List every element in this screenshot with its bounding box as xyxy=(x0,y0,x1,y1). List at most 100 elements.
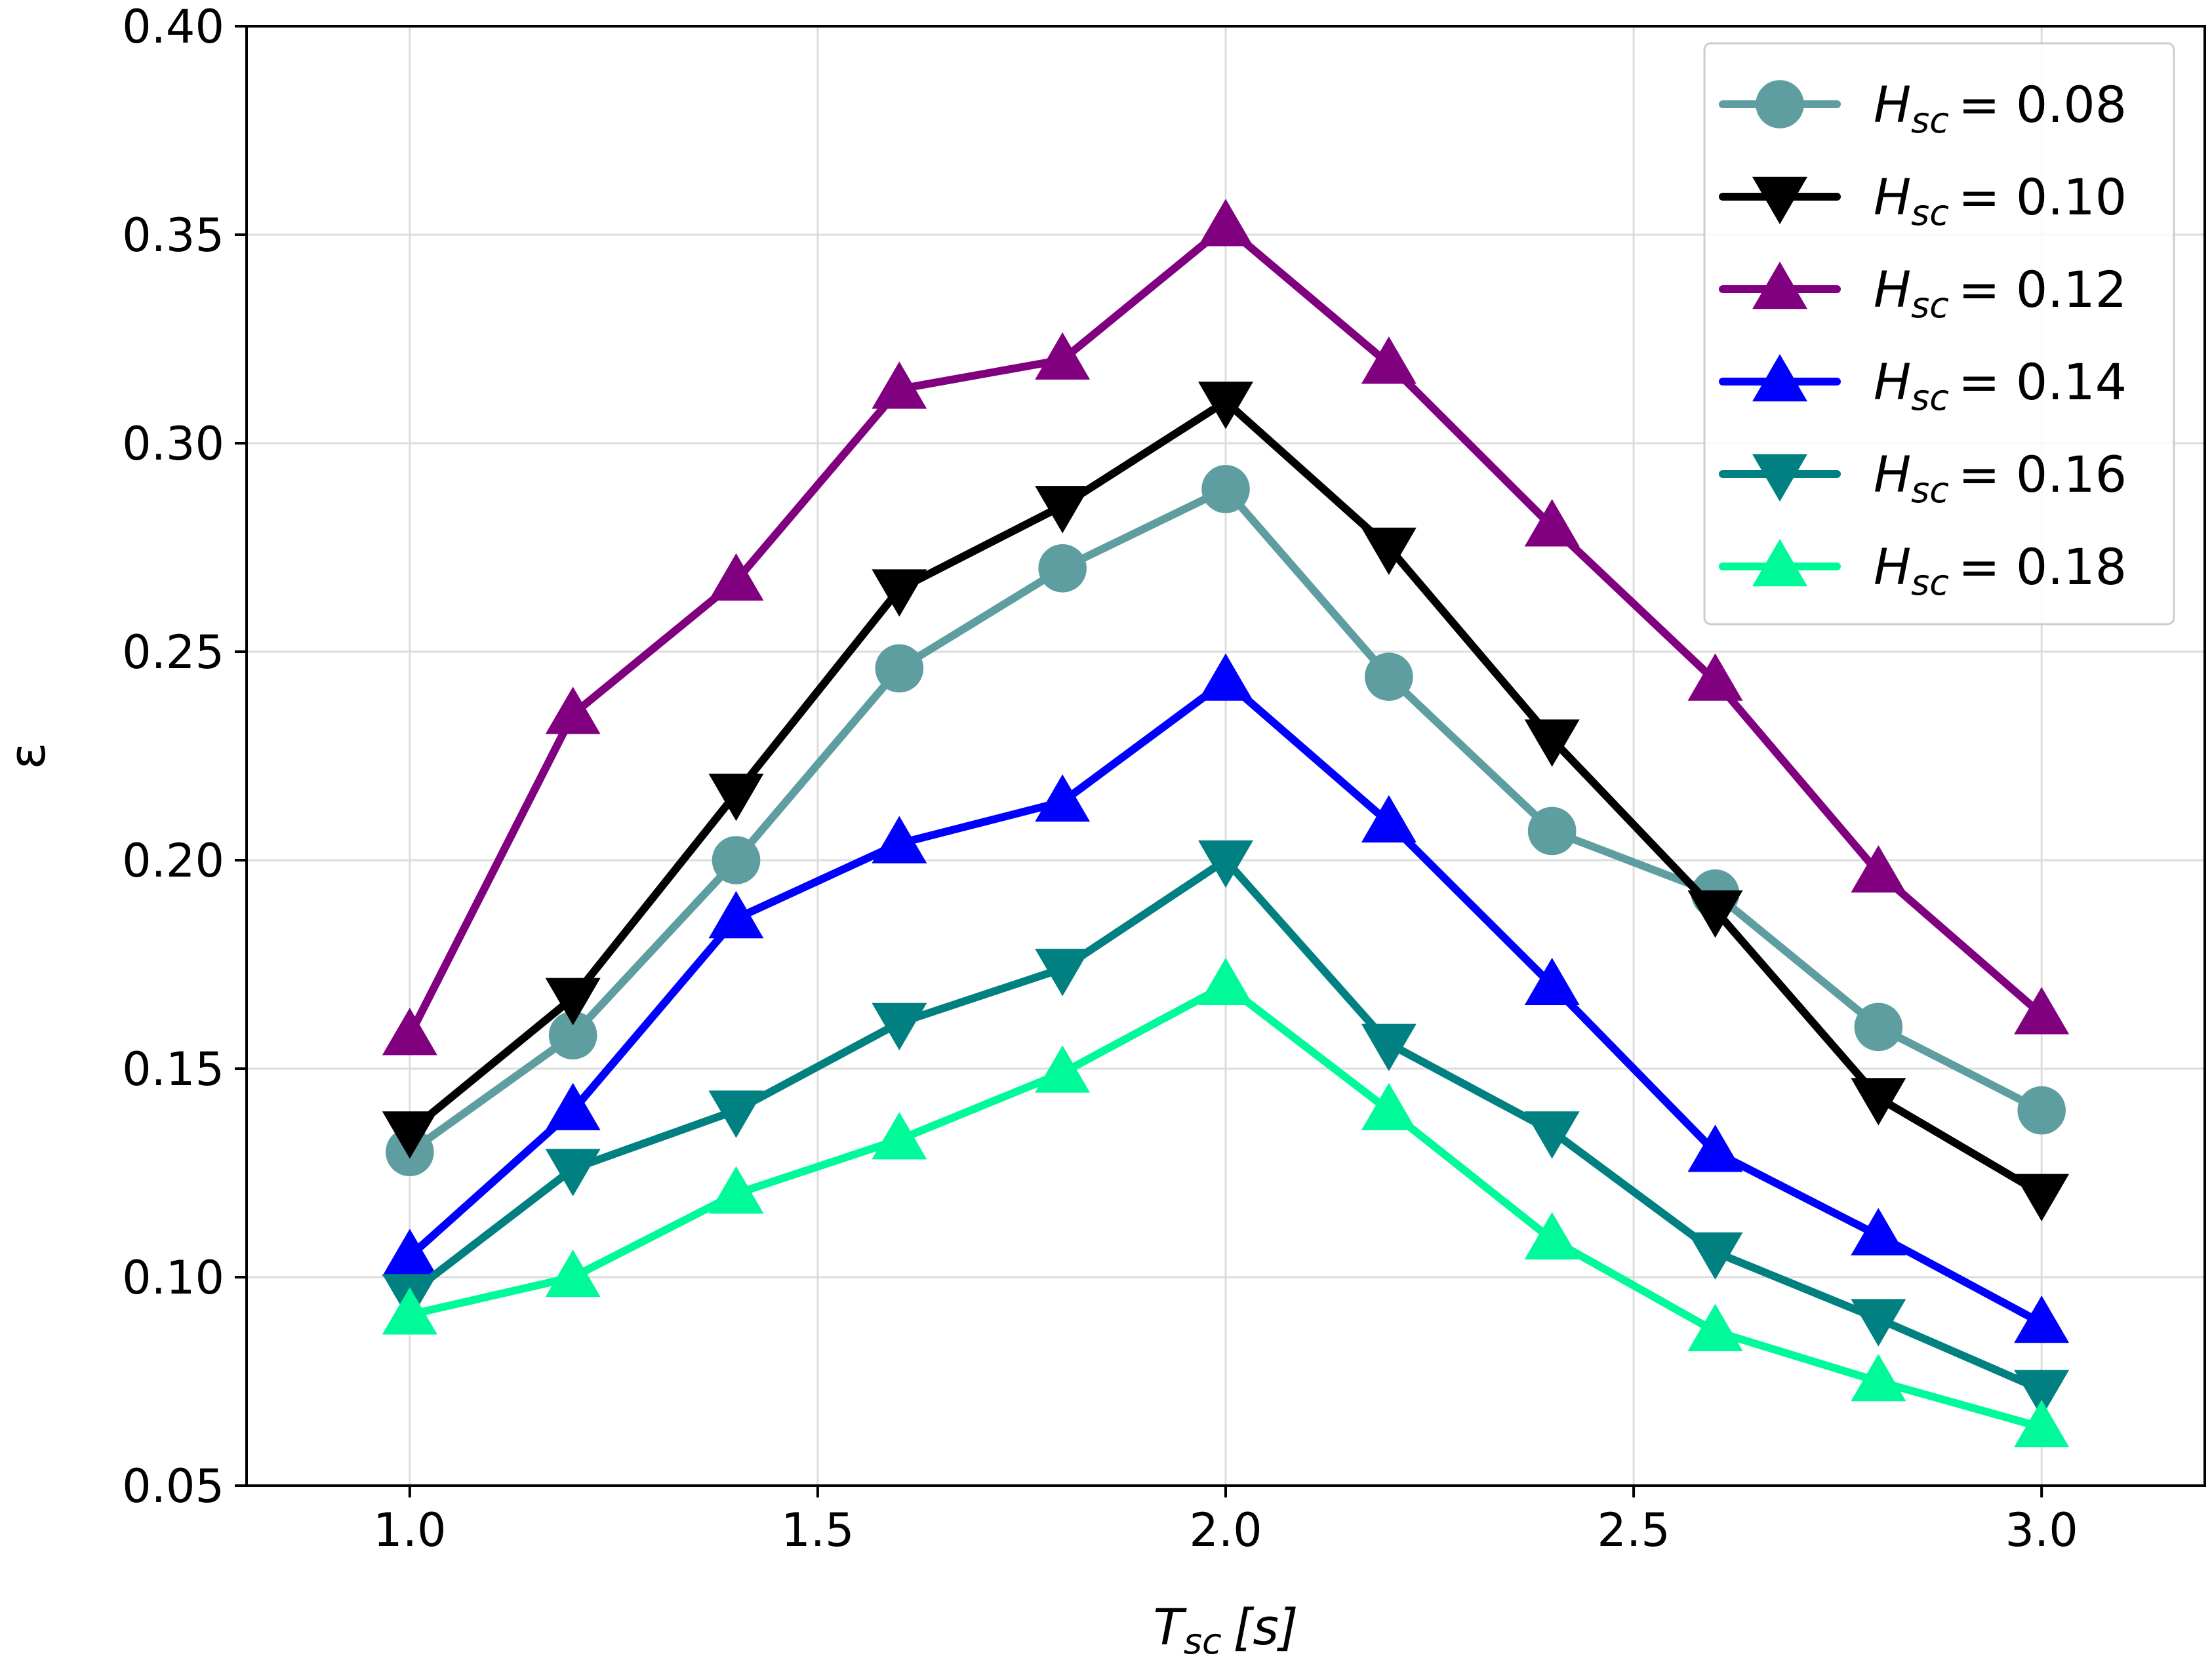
data-point xyxy=(1687,1124,1743,1172)
data-point xyxy=(1198,840,1253,888)
y-tick-label: 0.40 xyxy=(122,0,224,54)
legend-label-main: H xyxy=(1874,75,1911,134)
data-point xyxy=(708,553,764,601)
y-tick-label: 0.25 xyxy=(122,625,224,679)
data-point xyxy=(1035,486,1091,534)
data-point xyxy=(708,891,764,939)
data-point xyxy=(2014,1174,2070,1221)
data-point xyxy=(1361,1082,1417,1130)
legend-label-main: H xyxy=(1874,445,1911,504)
legend-marker xyxy=(1756,80,1804,129)
legend-label-value: = 0.12 xyxy=(1958,260,2127,319)
x-axis-label-main: T xyxy=(1153,1598,1187,1656)
legend-label-subscript: sc xyxy=(1911,377,1949,418)
data-point xyxy=(1035,949,1091,997)
data-point xyxy=(1365,652,1413,701)
series-2 xyxy=(382,382,2070,1221)
data-point xyxy=(1687,653,1743,701)
x-axis-label: Tsc [s] xyxy=(1153,1598,1298,1662)
legend-label: Hsc = 0.10 xyxy=(1874,168,2127,233)
legend-label-value: = 0.18 xyxy=(1958,538,2127,596)
legend-label-main: H xyxy=(1874,260,1911,319)
data-point xyxy=(1687,890,1743,938)
data-point xyxy=(1035,332,1091,380)
legend-label-value: = 0.10 xyxy=(1958,168,2127,226)
data-point xyxy=(1854,1002,1903,1052)
x-tick-label: 1.5 xyxy=(781,1503,854,1557)
legend-marker xyxy=(1752,176,1807,224)
data-point xyxy=(708,1090,764,1138)
legend-label-subscript: sc xyxy=(1911,469,1949,511)
y-tick-label: 0.30 xyxy=(122,417,224,471)
legend-label-value: = 0.14 xyxy=(1958,353,2127,411)
data-point xyxy=(1527,806,1577,856)
data-point xyxy=(875,644,924,693)
legend-label-main: H xyxy=(1874,168,1911,226)
legend-entry: Hsc = 0.12 xyxy=(1719,260,2127,326)
legend-entry: Hsc = 0.16 xyxy=(1719,445,2127,511)
x-tick-label: 2.0 xyxy=(1189,1503,1262,1557)
y-tick-label: 0.20 xyxy=(122,834,224,888)
data-point xyxy=(1198,382,1253,429)
data-point xyxy=(2014,987,2070,1035)
data-point xyxy=(708,774,764,822)
data-point xyxy=(708,1166,764,1214)
x-tick-label: 1.0 xyxy=(373,1503,446,1557)
data-point xyxy=(1524,499,1580,547)
x-tick-label: 2.5 xyxy=(1597,1503,1670,1557)
legend-label-subscript: sc xyxy=(1911,562,1949,603)
y-tick-label: 0.35 xyxy=(122,208,224,262)
data-point xyxy=(2014,1295,2070,1343)
data-point xyxy=(548,1011,597,1060)
y-tick-label: 0.05 xyxy=(122,1459,224,1513)
legend-label: Hsc = 0.14 xyxy=(1874,353,2127,418)
series-group xyxy=(382,199,2070,1448)
legend-label-subscript: sc xyxy=(1911,192,1949,233)
legend-entry: Hsc = 0.14 xyxy=(1719,353,2127,418)
legend-label: Hsc = 0.08 xyxy=(1874,75,2127,141)
x-axis-label-subscript: sc xyxy=(1184,1621,1222,1662)
legend-label-main: H xyxy=(1874,538,1911,596)
data-point xyxy=(1851,1299,1906,1347)
data-point xyxy=(872,569,927,617)
data-point xyxy=(1524,957,1580,1006)
series-3 xyxy=(382,199,2070,1056)
legend-entry: Hsc = 0.18 xyxy=(1719,538,2127,603)
data-point xyxy=(382,1229,437,1277)
data-point xyxy=(1687,1232,1743,1280)
data-point xyxy=(2014,1399,2070,1448)
data-point xyxy=(382,1008,437,1056)
data-point xyxy=(1524,1212,1580,1259)
legend-marker xyxy=(1752,354,1807,402)
data-point xyxy=(2017,1086,2066,1135)
data-point xyxy=(545,686,601,734)
data-point xyxy=(545,978,601,1025)
data-point xyxy=(382,1287,437,1335)
data-point xyxy=(545,1250,601,1298)
data-point xyxy=(872,361,927,409)
data-point xyxy=(1524,1111,1580,1159)
data-point xyxy=(2014,1370,2070,1417)
data-point xyxy=(1198,957,1253,1006)
data-point xyxy=(1035,1045,1091,1093)
legend-label-value: = 0.08 xyxy=(1958,75,2127,134)
data-point xyxy=(872,1112,927,1160)
data-point xyxy=(1851,1354,1906,1402)
legend-label: Hsc = 0.12 xyxy=(1874,260,2127,326)
legend-label: Hsc = 0.16 xyxy=(1874,445,2127,511)
y-tick-label: 0.10 xyxy=(122,1251,224,1305)
data-point xyxy=(1851,845,1906,893)
data-point xyxy=(1851,1078,1906,1126)
data-point xyxy=(1198,653,1253,701)
axis-ticks: 1.0 1.5 2.0 2.5 3.0 0.05 0.10 0.15 0.20 0.25 0.30 0… xyxy=(122,0,2078,1557)
data-point xyxy=(1687,1303,1743,1351)
legend-label-subscript: sc xyxy=(1911,285,1949,326)
data-point xyxy=(712,836,761,884)
y-axis-label: ε xyxy=(0,742,56,769)
data-point xyxy=(872,816,927,863)
data-point xyxy=(1038,544,1087,593)
legend-label: Hsc = 0.18 xyxy=(1874,538,2127,603)
